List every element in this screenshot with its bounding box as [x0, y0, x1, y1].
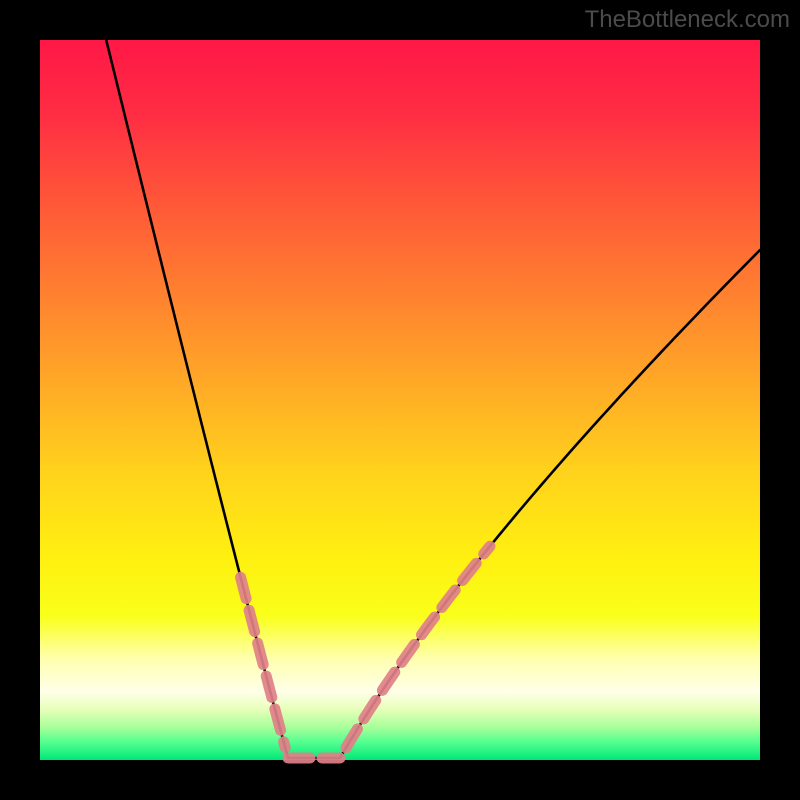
chart-stage: TheBottleneck.com [0, 0, 800, 800]
plot-background [40, 40, 760, 760]
chart-svg [0, 0, 800, 800]
